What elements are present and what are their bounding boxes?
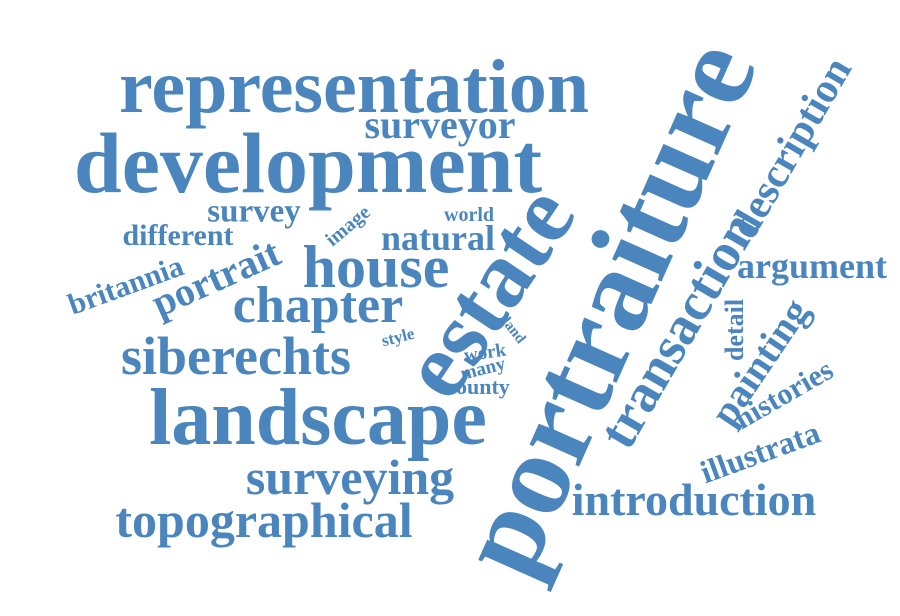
word-siberechts: siberechts bbox=[121, 326, 351, 386]
word-development: development bbox=[73, 115, 543, 211]
word-surveyor: surveyor bbox=[364, 102, 516, 147]
word-survey: survey bbox=[207, 193, 301, 230]
word-different: different bbox=[122, 219, 234, 252]
word-representation: representation bbox=[118, 45, 590, 129]
word-surveying: surveying bbox=[245, 449, 455, 505]
word-natural: natural bbox=[380, 218, 496, 258]
word-house: house bbox=[302, 234, 450, 300]
word-chapter: chapter bbox=[232, 277, 404, 334]
word-introduction: introduction bbox=[571, 474, 817, 525]
word-topographical: topographical bbox=[115, 492, 413, 548]
word-argument: argument bbox=[737, 246, 887, 286]
word-world: world bbox=[444, 204, 494, 226]
word-landscape: landscape bbox=[149, 374, 487, 462]
word-county: county bbox=[446, 374, 510, 399]
